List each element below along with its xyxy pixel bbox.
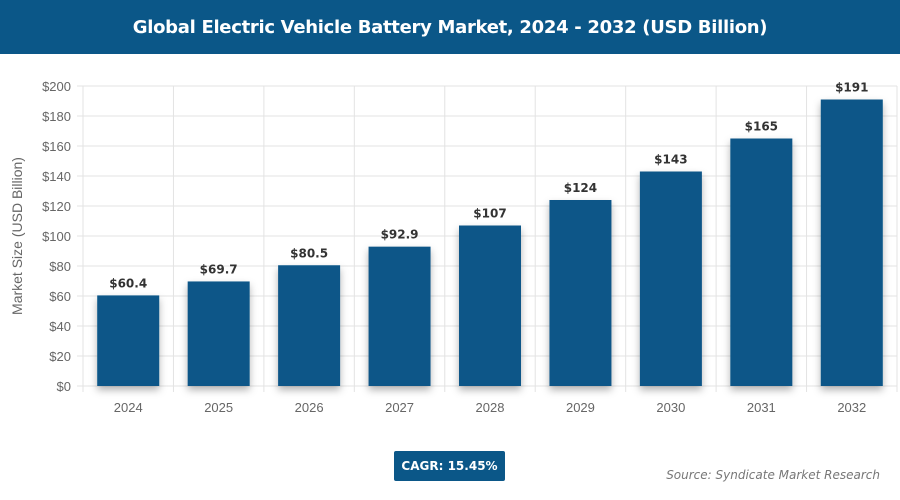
- data-label: $107: [473, 207, 506, 221]
- bar-2026: [278, 265, 341, 386]
- bar-2029: [549, 200, 612, 386]
- data-label: $80.5: [290, 246, 328, 260]
- y-tick-label: $40: [49, 319, 71, 334]
- x-tick-label: 2024: [114, 400, 143, 415]
- y-tick-label: $20: [49, 349, 71, 364]
- x-tick-label: 2027: [385, 400, 414, 415]
- bar-2030: [639, 171, 702, 386]
- x-tick-label: 2026: [295, 400, 324, 415]
- y-tick-label: $120: [42, 199, 71, 214]
- x-tick-label: 2031: [747, 400, 776, 415]
- bar-2025: [187, 281, 250, 386]
- bar-2032: [820, 99, 883, 386]
- y-tick-label: $80: [49, 259, 71, 274]
- data-label: $60.4: [109, 276, 147, 290]
- x-tick-label: 2032: [837, 400, 866, 415]
- x-tick-label: 2030: [656, 400, 685, 415]
- x-tick-label: 2029: [566, 400, 595, 415]
- bar-2024: [97, 295, 160, 386]
- bar-chart: $0 $20 $40 $60 $80 $100 $120 $140 $160 $180 $200 $6…: [9, 79, 898, 415]
- y-tick-label: $0: [57, 379, 71, 394]
- x-tick-label: 2028: [476, 400, 505, 415]
- x-tick-label: 2025: [204, 400, 233, 415]
- y-tick-label: $60: [49, 289, 71, 304]
- source-note: Source: Syndicate Market Research: [666, 468, 880, 482]
- bar-2027: [368, 246, 431, 386]
- y-axis-label: Market Size (USD Billion): [9, 157, 25, 315]
- y-tick-label: $180: [42, 109, 71, 124]
- y-tick-label: $160: [42, 139, 71, 154]
- data-label: $143: [654, 153, 687, 167]
- cagr-badge: CAGR: 15.45%: [394, 451, 505, 481]
- data-label: $124: [564, 181, 597, 195]
- cagr-text: CAGR: 15.45%: [401, 459, 498, 473]
- y-tick-label: $100: [42, 229, 71, 244]
- y-tick-label: $200: [42, 79, 71, 94]
- y-tick-label: $140: [42, 169, 71, 184]
- data-label: $92.9: [381, 228, 419, 242]
- bar-2031: [730, 138, 793, 386]
- data-label: $165: [745, 120, 778, 134]
- chart-title-banner: Global Electric Vehicle Battery Market, …: [0, 0, 900, 54]
- data-label: $69.7: [200, 262, 238, 276]
- chart-title: Global Electric Vehicle Battery Market, …: [132, 16, 768, 38]
- bar-2028: [459, 225, 521, 386]
- data-label: $191: [835, 81, 868, 95]
